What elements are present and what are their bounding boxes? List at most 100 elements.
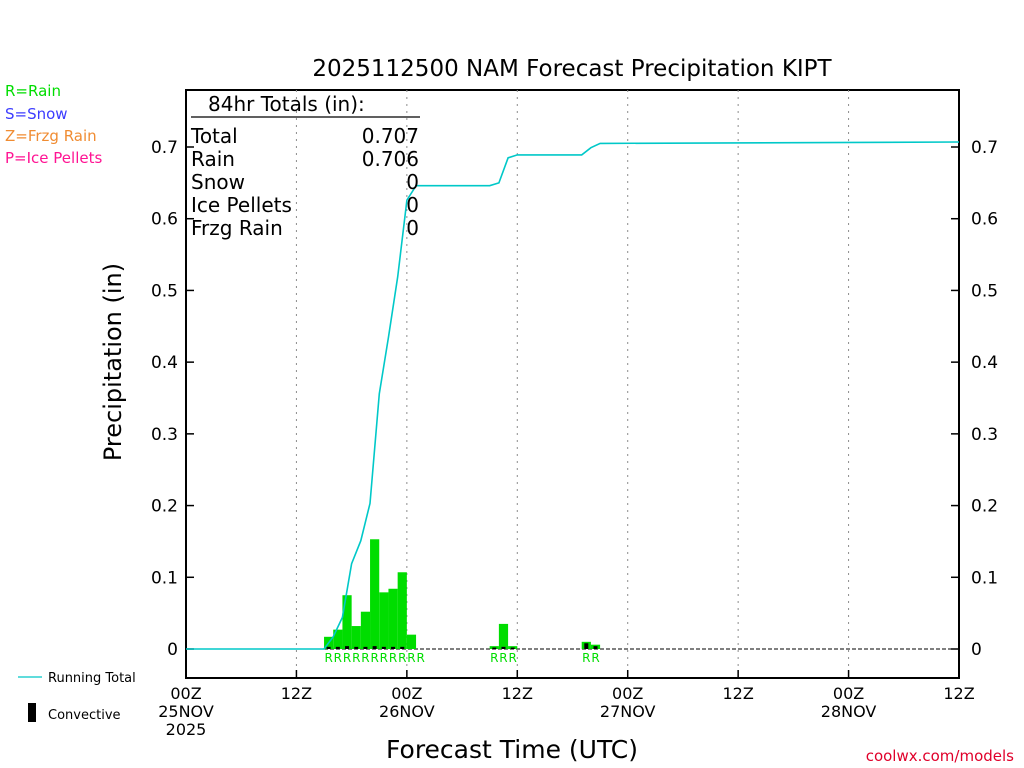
chart-title: 2025112500 NAM Forecast Precipitation KI… bbox=[312, 56, 832, 82]
y-tick-label-left: 0.5 bbox=[151, 281, 178, 301]
y-tick-label-left: 0.4 bbox=[151, 353, 178, 373]
precip-type-letter: R bbox=[398, 651, 406, 665]
x-tick-label: 12Z bbox=[943, 684, 974, 703]
convective-bar bbox=[335, 646, 340, 649]
plot-frame bbox=[185, 89, 960, 679]
precip-type-letter: R bbox=[407, 651, 415, 665]
precip-bar bbox=[370, 539, 380, 649]
precip-type-legend: R=Rain S=Snow Z=Frzg Rain P=Ice Pellets bbox=[5, 82, 102, 167]
x-tick-label: 25NOV bbox=[158, 702, 214, 721]
totals-row-label: Frzg Rain bbox=[191, 216, 283, 240]
convective-bars bbox=[326, 643, 598, 649]
x-tick-label: 2025 bbox=[166, 720, 207, 739]
y-tick-label-right: 0.6 bbox=[971, 210, 998, 230]
y-tick-label-left: 0.2 bbox=[151, 497, 178, 517]
legend-frzg-rain: Z=Frzg Rain bbox=[5, 127, 97, 145]
x-tick-label: 28NOV bbox=[821, 702, 877, 721]
convective-bar bbox=[391, 646, 396, 649]
x-axis-label: Forecast Time (UTC) bbox=[386, 735, 638, 764]
totals-row-label: Ice Pellets bbox=[191, 193, 292, 217]
y-tick-label-right: 0.3 bbox=[971, 425, 998, 445]
convective-bar bbox=[510, 647, 515, 649]
x-tick-label: 26NOV bbox=[379, 702, 435, 721]
precip-type-letter: R bbox=[324, 651, 332, 665]
y-tick-label-right: 0.2 bbox=[971, 497, 998, 517]
convective-bar bbox=[326, 646, 331, 649]
convective-bar bbox=[345, 646, 350, 649]
y-axis: 0 00.1 0.10.2 0.20.3 0.30.4 0.40.5 0.50.6 0.60.… bbox=[151, 138, 998, 660]
totals-row-value: 0 bbox=[406, 193, 419, 217]
precip-type-letter: R bbox=[389, 651, 397, 665]
precip-type-letter: R bbox=[499, 651, 507, 665]
x-tick-label: 12Z bbox=[502, 684, 533, 703]
precip-bars bbox=[324, 539, 601, 649]
y-tick-label-left: 0.7 bbox=[151, 138, 178, 158]
y-tick-label-right: 0.1 bbox=[971, 568, 998, 588]
convective-bar bbox=[372, 646, 377, 649]
precip-bar bbox=[489, 646, 499, 649]
totals-row-value: 0 bbox=[406, 216, 419, 240]
precip-type-letter: R bbox=[591, 651, 599, 665]
x-tick-label: 00Z bbox=[833, 684, 864, 703]
precip-bar bbox=[360, 611, 371, 649]
precip-type-letter: R bbox=[370, 651, 378, 665]
y-tick-label-right: 0.5 bbox=[971, 281, 998, 301]
precip-bar bbox=[379, 592, 389, 649]
convective-bar bbox=[400, 646, 405, 649]
totals-row-value: 0 bbox=[406, 170, 419, 194]
credit-text: coolwx.com/models bbox=[866, 747, 1014, 765]
totals-row-label: Rain bbox=[191, 147, 235, 171]
y-tick-label-left: 0.1 bbox=[151, 568, 178, 588]
totals-box: 84hr Totals (in): Total 0.707 Rain 0.706 Sno… bbox=[190, 92, 420, 240]
x-tick-label: 00Z bbox=[170, 684, 201, 703]
bottom-legend: Running Total Convective bbox=[18, 671, 136, 723]
convective-bar bbox=[593, 646, 598, 649]
totals-row-label: Snow bbox=[191, 170, 245, 194]
precip-bar bbox=[508, 646, 518, 649]
precip-bar bbox=[397, 572, 407, 649]
legend-snow: S=Snow bbox=[5, 105, 68, 123]
precip-bar bbox=[333, 629, 343, 649]
totals-row-value: 0.706 bbox=[362, 147, 419, 171]
running-total-line bbox=[186, 141, 960, 650]
precip-bar bbox=[406, 634, 417, 649]
x-tick-label: 27NOV bbox=[600, 702, 656, 721]
legend-rain: R=Rain bbox=[5, 82, 61, 100]
x-gridlines bbox=[295, 90, 850, 678]
precip-type-letter: R bbox=[416, 651, 424, 665]
y-tick-label-left: 0.3 bbox=[151, 425, 178, 445]
precip-bar bbox=[342, 595, 352, 649]
precip-bar bbox=[351, 626, 361, 649]
totals-heading: 84hr Totals (in): bbox=[208, 92, 365, 116]
totals-row-label: Total bbox=[190, 124, 238, 148]
x-tick-label: 00Z bbox=[391, 684, 422, 703]
convective-bar bbox=[381, 646, 386, 649]
x-tick-label: 00Z bbox=[612, 684, 643, 703]
y-tick-label-right: 0.7 bbox=[971, 138, 998, 158]
x-tick-label: 12Z bbox=[722, 684, 753, 703]
precip-type-letter: R bbox=[343, 651, 351, 665]
precip-bar bbox=[498, 623, 509, 649]
convective-bar bbox=[363, 646, 368, 649]
y-axis-label: Precipitation (in) bbox=[99, 263, 127, 461]
precip-type-letter: R bbox=[352, 651, 360, 665]
running-total-legend-label: Running Total bbox=[48, 671, 136, 686]
convective-bar bbox=[354, 646, 359, 649]
precip-bar bbox=[388, 588, 398, 649]
precip-type-letter: R bbox=[380, 651, 388, 665]
totals-row-value: 0.707 bbox=[362, 124, 419, 148]
convective-bar bbox=[501, 646, 506, 649]
y-tick-label-right: 0.4 bbox=[971, 353, 998, 373]
convective-legend-swatch bbox=[28, 703, 36, 722]
y-tick-label-left: 0.6 bbox=[151, 210, 178, 230]
precip-type-letter: R bbox=[334, 651, 342, 665]
convective-legend-label: Convective bbox=[48, 708, 121, 723]
legend-ice-pellets: P=Ice Pellets bbox=[5, 149, 102, 167]
y-tick-label-right: 0 bbox=[971, 640, 982, 660]
precip-type-letter: R bbox=[582, 651, 590, 665]
convective-bar bbox=[584, 643, 589, 649]
precip-type-letter: R bbox=[509, 651, 517, 665]
x-tick-label: 12Z bbox=[281, 684, 312, 703]
